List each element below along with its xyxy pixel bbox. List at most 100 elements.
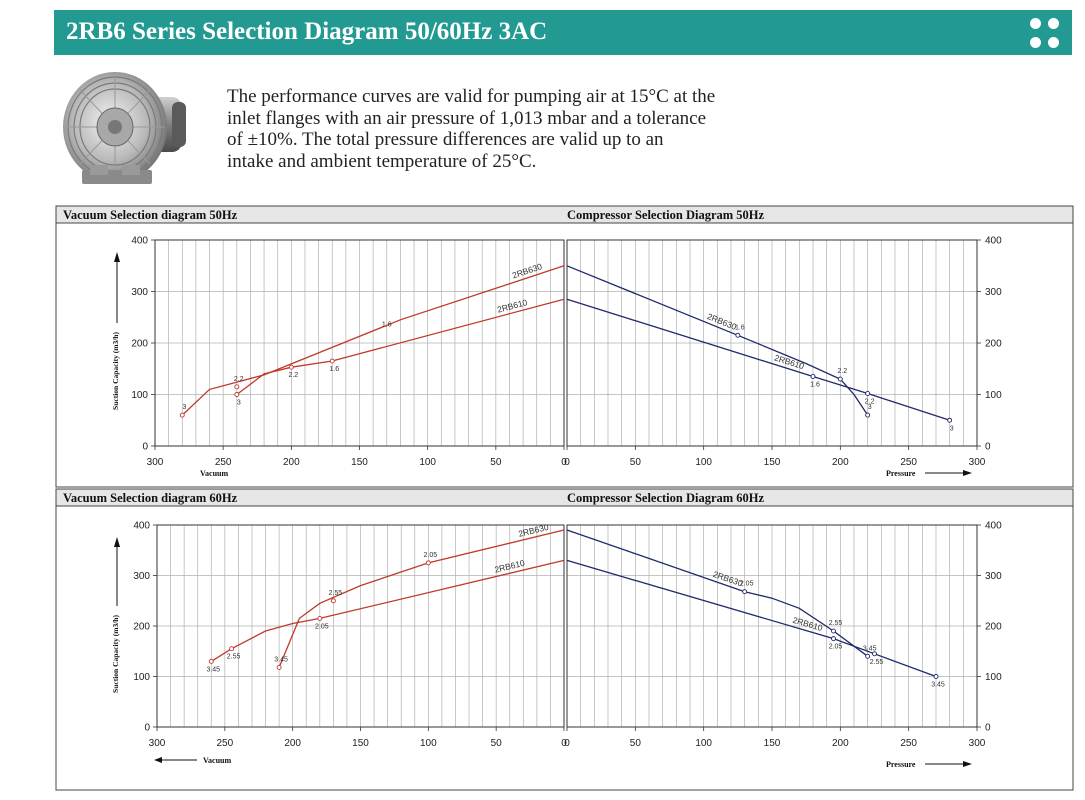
series-line-2rb630 (566, 265, 869, 416)
data-point-label: 1.6 (329, 366, 339, 373)
chart-title: Compressor Selection Diagram 60Hz (567, 491, 765, 505)
y-tick-label: 400 (985, 521, 1002, 532)
intro-line: inlet flanges with an air pressure of 1,… (227, 107, 707, 129)
y-tick-label: 100 (133, 672, 150, 683)
chart-panel: Vacuum Selection diagram 60Hz 300 250 200 15… (63, 491, 567, 765)
data-point-label: 2.2 (234, 376, 244, 383)
x-axis-arrow-head (154, 757, 162, 763)
data-point-label: 3 (950, 425, 954, 432)
y-tick-label: 300 (131, 287, 148, 298)
data-point-label: 2.55 (227, 654, 241, 661)
y-axis-label: Suction Capacity (m3/h) (111, 332, 120, 410)
data-point (179, 412, 185, 418)
x-tick-label: 100 (695, 457, 712, 468)
x-tick-label: 200 (832, 457, 849, 468)
y-tick-label: 400 (133, 521, 150, 532)
x-tick-label: 250 (900, 457, 917, 468)
series-line-2rb610 (210, 559, 565, 662)
x-tick-label: 0 (561, 457, 567, 468)
chart-title-bar (55, 488, 1074, 507)
y-tick-label: 200 (985, 339, 1002, 350)
chart-panel: Compressor Selection Diagram 60Hz 0 50 100 1… (564, 491, 1002, 769)
x-tick-label: 100 (419, 457, 436, 468)
data-point-label: 2.05 (424, 552, 438, 559)
y-tick-label: 200 (985, 622, 1002, 633)
data-point (229, 646, 235, 652)
data-point-label: 3 (182, 404, 186, 411)
x-tick-label: 100 (420, 738, 437, 749)
data-point (742, 589, 748, 595)
chart-title: Vacuum Selection diagram 50Hz (63, 208, 238, 222)
y-tick-label: 300 (985, 571, 1002, 582)
data-point (276, 664, 282, 670)
data-point (234, 384, 240, 390)
chart-annotation: 1.6 (382, 322, 392, 329)
y-tick-label: 0 (985, 723, 991, 734)
data-point (288, 364, 294, 370)
data-point-label: 1.6 (735, 324, 745, 331)
y-tick-label: 300 (985, 287, 1002, 298)
data-point (208, 658, 214, 664)
data-point-label: 3.45 (863, 645, 877, 652)
data-point-label: 2.55 (829, 620, 843, 627)
x-axis-arrow-head (963, 470, 972, 476)
data-point (872, 651, 877, 657)
series-line-2rb610 (566, 298, 950, 421)
page-header: 2RB6 Series Selection Diagram 50/60Hz 3A… (54, 10, 1072, 55)
data-point-label: 1.6 (810, 381, 820, 388)
data-point-label: 2.2 (865, 398, 875, 405)
y-tick-label: 100 (985, 390, 1002, 401)
x-tick-label: 50 (490, 457, 502, 468)
data-point-label: 3.45 (274, 656, 288, 663)
four-dots-icon[interactable] (1028, 16, 1062, 50)
y-tick-label: 0 (142, 442, 148, 453)
y-tick-label: 200 (133, 622, 150, 633)
series-line-2rb610 (566, 559, 937, 678)
data-point (933, 674, 939, 679)
data-point-label: 2.2 (288, 372, 298, 379)
chart-title: Compressor Selection Diagram 50Hz (567, 208, 765, 222)
data-point (837, 376, 843, 382)
data-point (425, 560, 431, 566)
x-axis-label: Vacuum (203, 756, 231, 765)
data-point (831, 636, 836, 642)
x-tick-label: 250 (216, 738, 233, 749)
data-point-label: 2.55 (870, 659, 884, 666)
x-tick-label: 250 (215, 457, 232, 468)
y-axis-arrow-head (114, 252, 120, 262)
x-tick-label: 100 (695, 738, 712, 749)
x-tick-label: 50 (491, 738, 503, 749)
data-point-label: 2.05 (315, 623, 329, 630)
x-axis-label: Vacuum (200, 469, 228, 478)
series-line-2rb630 (278, 529, 565, 668)
x-tick-label: 150 (764, 738, 781, 749)
intro-line: of ±10%. The total pressure differences … (227, 129, 664, 150)
data-point-label: 3.45 (931, 682, 945, 689)
data-point-label: 3 (237, 400, 241, 407)
x-tick-label: 0 (561, 738, 567, 749)
data-point (234, 392, 240, 397)
x-tick-label: 150 (352, 738, 369, 749)
x-tick-label: 300 (147, 457, 164, 468)
chart-panel: Compressor Selection Diagram 50Hz 0 50 100 1… (564, 208, 1002, 478)
data-point-label: 2.05 (829, 644, 843, 651)
intro-paragraph: The performance curves are valid for pum… (227, 86, 787, 172)
x-tick-label: 0 (564, 457, 570, 468)
y-tick-label: 100 (985, 672, 1002, 683)
x-tick-label: 150 (351, 457, 368, 468)
data-point-label: 3.45 (206, 666, 220, 673)
x-tick-label: 150 (764, 457, 781, 468)
x-tick-label: 200 (284, 738, 301, 749)
x-tick-label: 200 (832, 738, 849, 749)
x-axis-label: Pressure (886, 760, 916, 769)
series-line-2rb630 (181, 265, 565, 416)
data-point-label: 2.05 (740, 581, 754, 588)
x-tick-label: 200 (283, 457, 300, 468)
data-point (329, 358, 335, 364)
data-point-label: 3 (868, 404, 872, 411)
data-point (735, 332, 741, 338)
x-tick-label: 300 (969, 457, 986, 468)
x-tick-label: 50 (630, 457, 642, 468)
data-point (865, 412, 871, 418)
